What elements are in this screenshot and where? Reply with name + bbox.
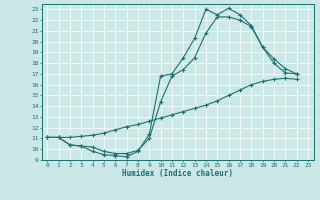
X-axis label: Humidex (Indice chaleur): Humidex (Indice chaleur) xyxy=(122,169,233,178)
